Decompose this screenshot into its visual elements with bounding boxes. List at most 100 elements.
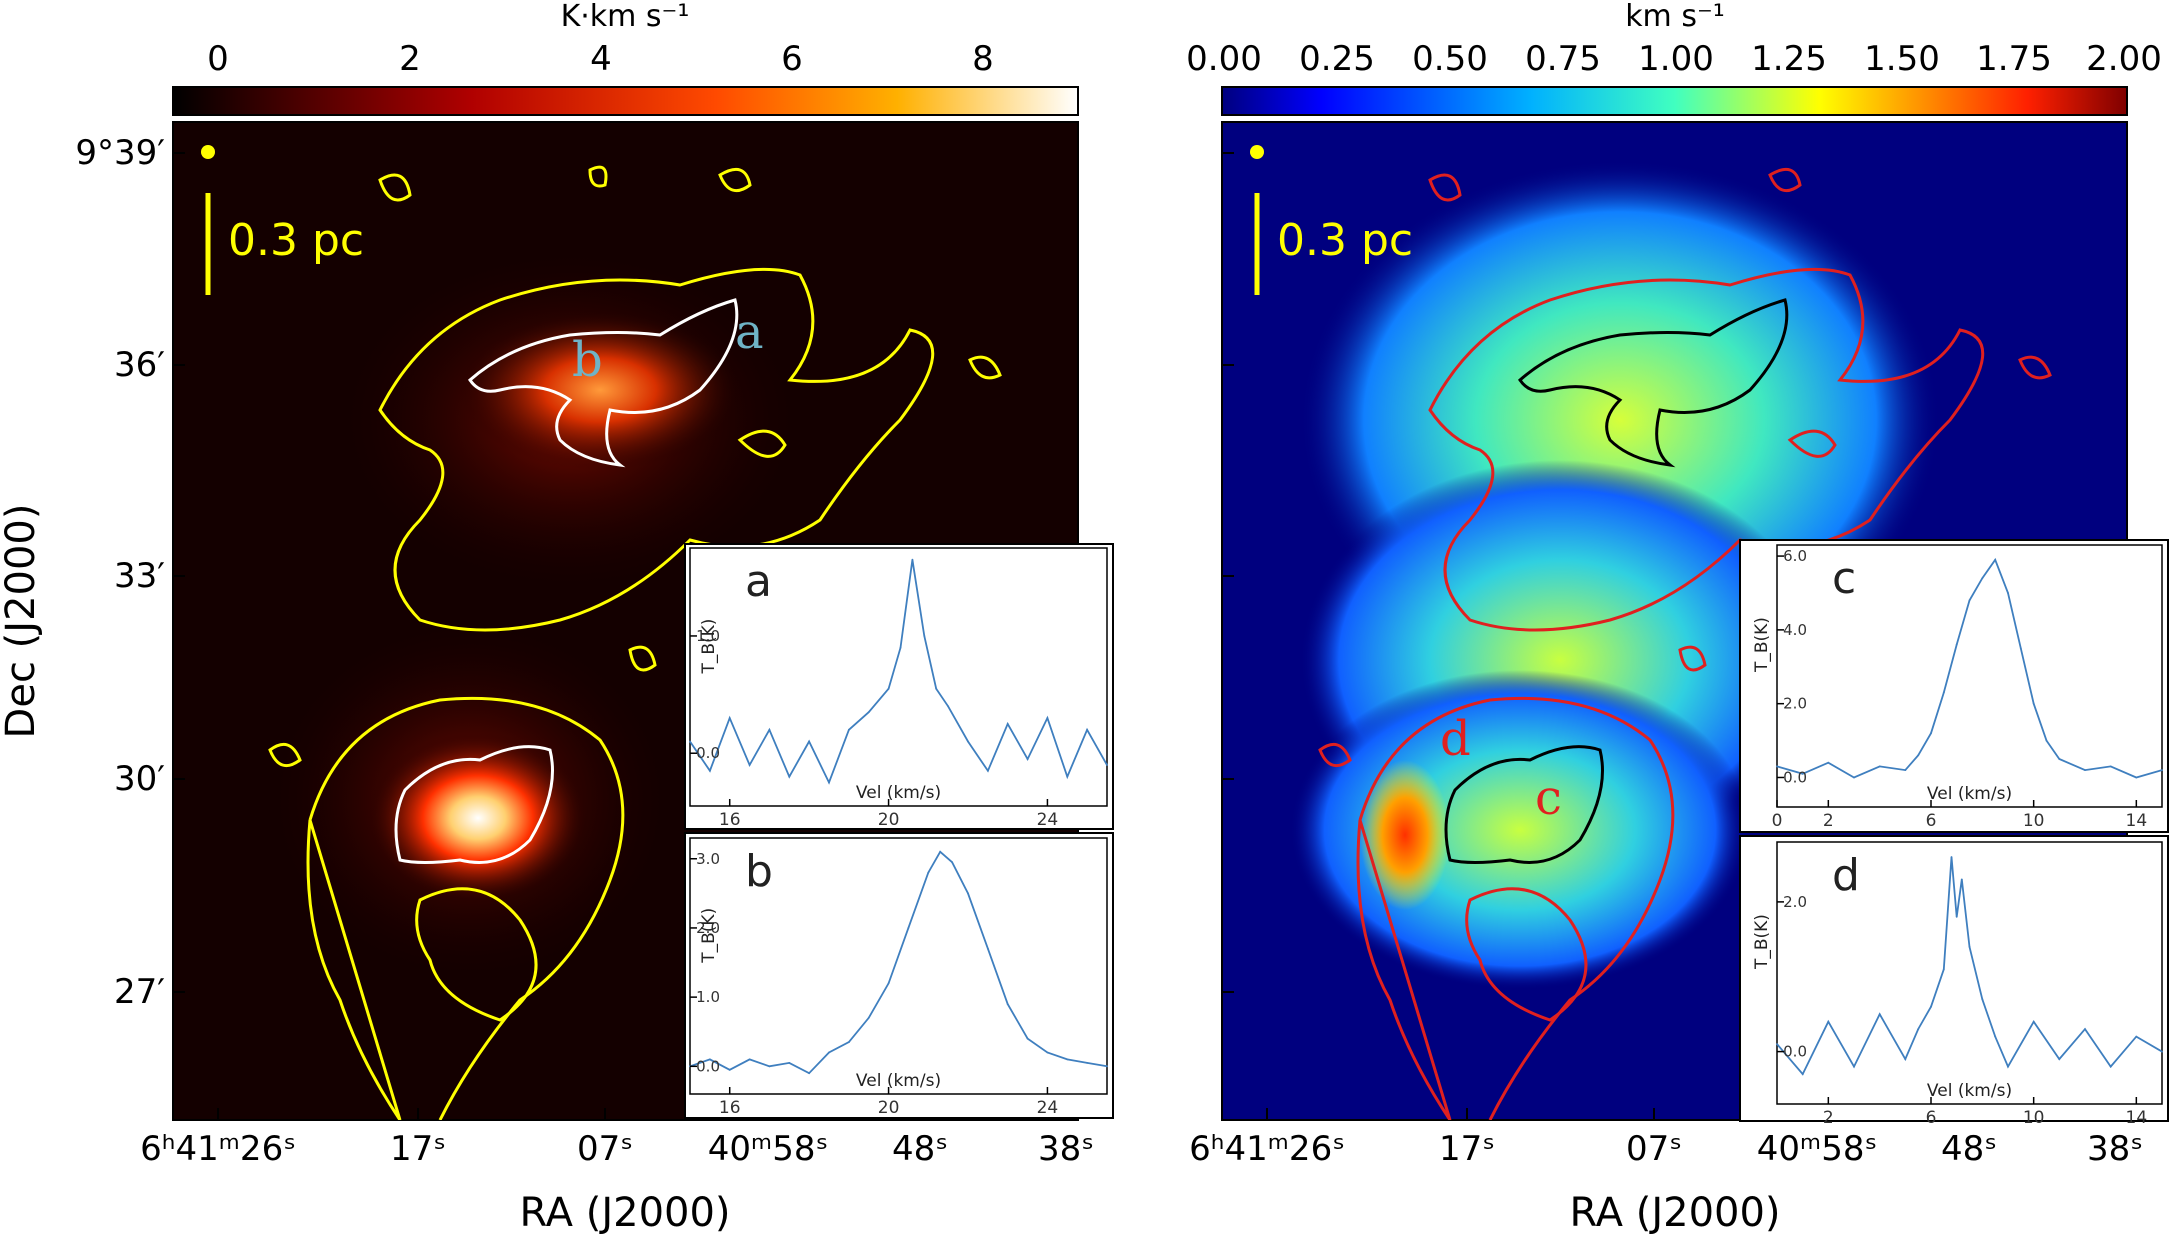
inset-c-x-tick-label: 6 (1926, 811, 1937, 831)
inset-d-data-point (1981, 998, 1984, 1001)
inset-a-plot-area (689, 547, 1108, 807)
inset-b-data-point (848, 1041, 850, 1043)
right-scalebar-label: 0.3 pc (1277, 215, 1413, 266)
right-region-label-c: c (1535, 770, 1562, 826)
inset-c-y-tick-label: 0.0 (1783, 768, 1807, 786)
right-cbar-tick: 1.25 (1751, 39, 1827, 79)
left-ra-axis-label: RA (J2000) (519, 1190, 730, 1236)
inset-d-plot-area (1776, 841, 2163, 1105)
inset-d-ylabel: T_B(K) (1752, 914, 1772, 970)
inset-a-y-tick-label: 1.0 (696, 627, 720, 645)
inset-b-xlabel: Vel (km/s) (856, 1071, 941, 1091)
inset-d-data-point (2058, 1058, 2061, 1060)
inset-d-data-point (1930, 1005, 1932, 1008)
inset-d-data-point (1776, 1043, 1778, 1045)
right-ra-tick-label: 07ˢ (1626, 1129, 1682, 1169)
inset-a-data-point (867, 711, 870, 714)
inset-c-data-point (1827, 761, 1830, 764)
right-emission-hotspot (1360, 760, 1450, 910)
inset-d-data-point (2161, 1050, 2163, 1053)
inset-c-data-point (2135, 776, 2138, 779)
inset-b-data-point (887, 982, 890, 985)
inset-c-data-point (1801, 772, 1804, 775)
inset-d-data-point (1827, 1020, 1830, 1023)
left-beam-marker (201, 145, 215, 159)
inset-d-data-point (2007, 1065, 2009, 1068)
right-cbar-tick: 0.50 (1412, 39, 1488, 79)
inset-a-spectrum-line (689, 559, 1108, 785)
inset-b-y-tick-label: 2.0 (696, 919, 720, 937)
left-contours (268, 165, 1002, 1120)
inset-b-data-point (808, 1072, 810, 1075)
inset-d-data-point (2109, 1065, 2112, 1068)
left-contour-outer-north (378, 267, 935, 632)
inset-b-data-point (967, 892, 969, 895)
inset-a-y-tick-label: 0.0 (696, 744, 720, 762)
dec-tick-label: 9°39′ (75, 133, 165, 173)
spectrum-inset-d: 2 6 10 14 0.0 2.0 Vel (km/s) T_B(K) d (1739, 835, 2169, 1128)
inset-b-data-point (951, 861, 953, 864)
inset-c-data-point (2058, 758, 2061, 760)
inset-a-data-point (768, 728, 771, 731)
inset-c-data-point (1853, 776, 1855, 779)
left-contour-islet (268, 742, 302, 768)
inset-b-y-tick-label: 0.0 (696, 1057, 720, 1075)
inset-b-y-tick-label: 3.0 (696, 850, 720, 868)
left-contour-inner-north (468, 298, 739, 468)
inset-b-plot-area (689, 837, 1108, 1095)
inset-a-data-point (1086, 728, 1088, 731)
inset-a-data-point (923, 635, 926, 637)
left-ra-tick-label: 6ʰ41ᵐ26ˢ (140, 1129, 296, 1169)
right-cbar-tick: 0.75 (1525, 39, 1601, 79)
inset-c-data-point (1955, 643, 1958, 646)
inset-a-x-tick-label: 16 (719, 810, 741, 830)
left-region-label-a: a (735, 304, 764, 360)
left-ra-tick-label: 40ᵐ58ˢ (708, 1129, 828, 1169)
inset-d-data-point (1801, 1073, 1804, 1075)
inset-a-data-point (1006, 723, 1009, 725)
inset-a-data-point (709, 769, 711, 772)
left-cbar-tick: 8 (972, 39, 994, 79)
inset-b-data-point (1106, 1065, 1108, 1068)
inset-c-data-point (1930, 732, 1932, 735)
right-ra-axis-label: RA (J2000) (1569, 1190, 1780, 1236)
spectrum-inset-a: 16 20 24 0.0 1.0 Vel (km/s) T_B(K) a (684, 543, 1114, 830)
right-ra-tick-label: 40ᵐ58ˢ (1757, 1129, 1877, 1169)
inset-b-data-point (768, 1065, 771, 1068)
left-contour-islet (737, 429, 787, 458)
left-colorbar-unit: K·km s⁻¹ (561, 0, 690, 34)
dec-axis-label: Dec (J2000) (0, 504, 44, 739)
inset-d-data-point (1950, 856, 1953, 858)
inset-a-data-point (967, 740, 969, 743)
left-colorbar-gradient (172, 86, 1079, 116)
inset-a-panel-letter: a (745, 556, 772, 607)
inset-a-x-tick-label: 20 (878, 810, 900, 830)
inset-b-ylabel: T_B(K) (699, 908, 719, 964)
inset-a-xlabel: Vel (km/s) (856, 783, 941, 803)
inset-c-data-point (1878, 765, 1881, 768)
inset-b-data-point (987, 947, 989, 950)
inset-d-y-tick-label: 2.0 (1783, 893, 1807, 911)
inset-c-data-point (1776, 765, 1778, 768)
right-ra-tick-label: 17ˢ (1439, 1129, 1495, 1169)
right-contour-inner-north (1518, 298, 1789, 468)
inset-b-data-point (828, 1051, 830, 1054)
left-ra-tick-label: 38ˢ (1038, 1129, 1094, 1169)
inset-a-data-point (1026, 758, 1029, 760)
inset-d-data-point (1878, 1013, 1881, 1016)
inset-a-data-point (748, 764, 751, 766)
inset-d-data-point (1917, 1028, 1920, 1030)
inset-c-y-tick-label: 4.0 (1783, 621, 1807, 639)
inset-a-data-point (899, 646, 902, 649)
inset-c-data-point (1994, 558, 1997, 561)
inset-c-data-point (2032, 702, 2035, 705)
left-ra-tick-label: 07ˢ (577, 1129, 633, 1169)
inset-d-data-point (1955, 916, 1958, 918)
left-scalebar-label: 0.3 pc (228, 215, 364, 266)
right-contour-islet (1787, 429, 1837, 458)
dec-tick-label: 30′ (114, 759, 165, 799)
inset-c-data-point (2161, 769, 2163, 771)
inset-b-x-tick-label: 16 (719, 1098, 741, 1118)
right-contour-islet (1318, 742, 1352, 768)
